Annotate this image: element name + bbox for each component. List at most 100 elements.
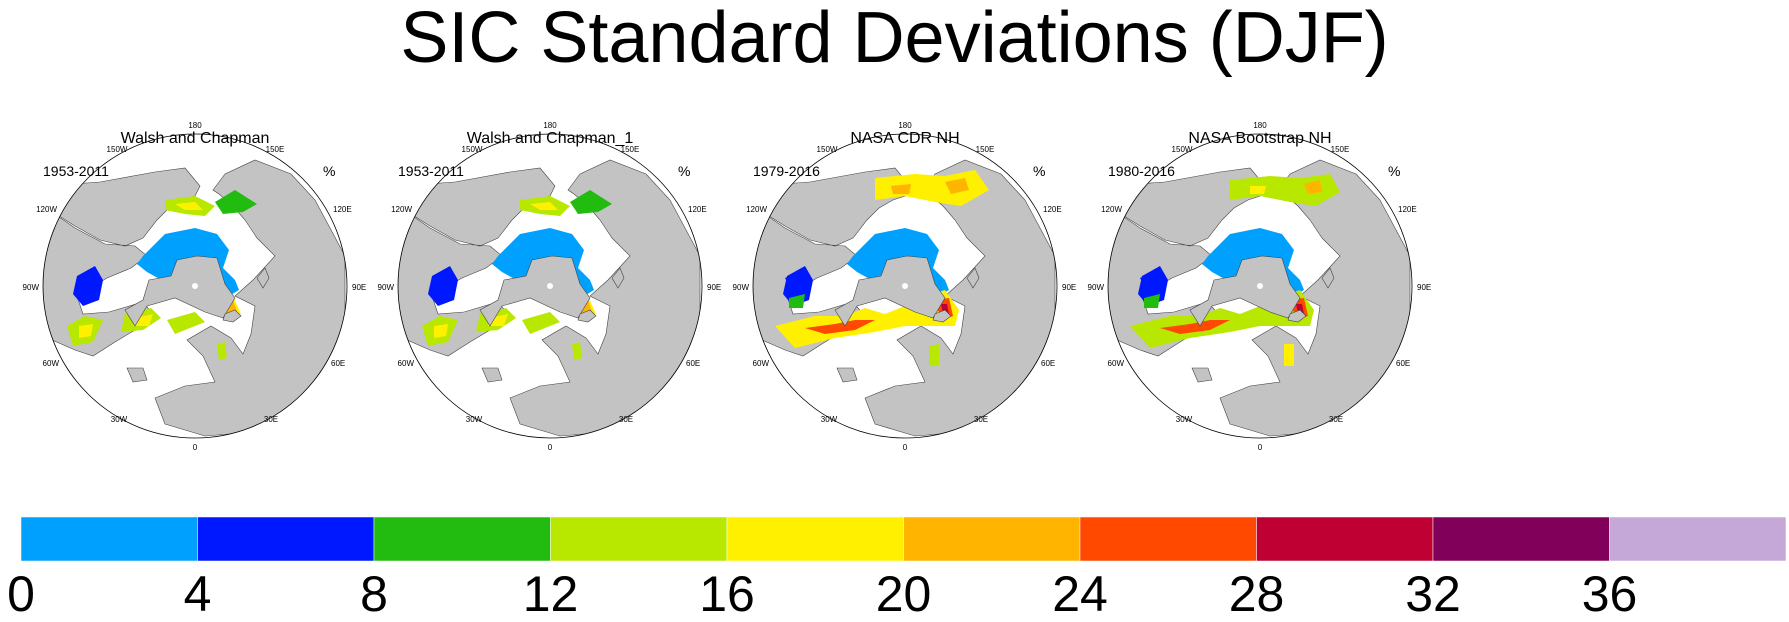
colorbar-box <box>197 516 375 562</box>
period-label: 1953-2011 <box>43 163 109 179</box>
land <box>43 167 201 357</box>
land <box>154 159 346 437</box>
longitude-label: 30E <box>264 415 278 424</box>
period-label: 1979-2016 <box>753 163 820 179</box>
longitude-label: 120W <box>36 205 57 214</box>
land <box>222 309 242 323</box>
land <box>1321 267 1335 289</box>
land <box>834 255 946 327</box>
longitude-label: 30E <box>974 415 988 424</box>
map-panel: NASA CDR NH 1979-2016 % 180 150W 150E 120W 120E… <box>733 121 1077 452</box>
land <box>398 167 556 357</box>
land <box>1287 309 1307 323</box>
sic-anomaly <box>79 324 93 338</box>
map-features <box>43 159 346 437</box>
land <box>509 159 701 437</box>
map-panel: NASA Bootstrap NH 1980-2016 % 180 150W 150E 12… <box>1088 121 1432 452</box>
colorbar-tick-label: 32 <box>1405 566 1461 622</box>
sic-anomaly <box>434 324 448 338</box>
maps-canvas: Walsh and Chapman 1953-2011 % 180 150W 150E 12… <box>23 121 1432 452</box>
longitude-label: 0 <box>903 443 908 452</box>
colorbar-tick-label: 16 <box>699 566 755 622</box>
longitude-label: 150W <box>462 145 483 154</box>
colorbar-box <box>1256 516 1434 562</box>
longitude-label: 30E <box>619 415 633 424</box>
longitude-label: 0 <box>1258 443 1263 452</box>
sic-anomaly <box>530 202 558 210</box>
map-panel: Walsh and Chapman 1953-2011 % 180 150W 150E 12… <box>23 121 367 452</box>
colorbar-box <box>726 516 904 562</box>
longitude-label: 60E <box>331 359 345 368</box>
pole-hole <box>902 283 908 289</box>
sic-anomaly <box>805 320 875 334</box>
sic-anomaly <box>1284 344 1294 366</box>
longitude-label: 120E <box>1398 205 1417 214</box>
pole-hole <box>547 283 553 289</box>
pole-hole <box>1257 283 1263 289</box>
map-border <box>1107 133 1413 439</box>
longitude-label: 180 <box>188 121 202 130</box>
longitude-label: 180 <box>898 121 912 130</box>
colorbar-tick-label: 36 <box>1581 566 1638 622</box>
unit-label: % <box>1033 163 1045 179</box>
longitude-label: 30E <box>1329 415 1343 424</box>
sic-anomaly <box>1144 294 1160 308</box>
longitude-label: 90W <box>1088 283 1105 292</box>
longitude-label: 90W <box>23 283 40 292</box>
sic-anomaly <box>945 178 969 194</box>
longitude-label: 90E <box>352 283 366 292</box>
unit-label: % <box>1388 163 1400 179</box>
sic-anomaly <box>891 184 911 194</box>
longitude-label: 0 <box>193 443 198 452</box>
land <box>577 309 597 323</box>
land <box>753 167 911 357</box>
colorbar-tick-label: 20 <box>875 566 932 622</box>
map-features <box>1108 159 1411 437</box>
longitude-label: 30W <box>821 415 838 424</box>
sic-anomaly <box>175 202 203 210</box>
longitude-label: 30W <box>111 415 128 424</box>
map-border <box>42 133 348 439</box>
longitude-label: 120E <box>688 205 707 214</box>
sic-anomaly <box>572 342 582 360</box>
land <box>126 367 148 383</box>
land <box>1108 167 1266 357</box>
colorbar-tick-label: 28 <box>1228 566 1285 622</box>
longitude-label: 90E <box>1062 283 1076 292</box>
longitude-label: 150E <box>1331 145 1350 154</box>
panel-title: Walsh and Chapman_1 <box>467 130 634 147</box>
panel-title: Walsh and Chapman <box>121 130 270 147</box>
longitude-label: 90E <box>1417 283 1431 292</box>
longitude-label: 120E <box>333 205 352 214</box>
longitude-label: 60W <box>43 359 60 368</box>
longitude-label: 120W <box>746 205 767 214</box>
land <box>932 309 952 323</box>
colorbar-tick-label: 0 <box>7 566 35 622</box>
longitude-label: 150W <box>817 145 838 154</box>
sic-anomaly <box>1160 320 1230 334</box>
sic-anomaly <box>488 314 508 326</box>
land <box>836 367 858 383</box>
longitude-label: 60W <box>398 359 415 368</box>
land <box>1189 255 1301 327</box>
longitude-label: 60E <box>1396 359 1410 368</box>
sic-anomaly <box>522 312 560 334</box>
longitude-label: 180 <box>1253 121 1267 130</box>
land <box>1219 159 1411 437</box>
colorbar-box <box>1432 516 1610 562</box>
land <box>124 255 236 327</box>
longitude-label: 60E <box>1041 359 1055 368</box>
longitude-label: 120E <box>1043 205 1062 214</box>
land <box>481 367 503 383</box>
longitude-label: 60E <box>686 359 700 368</box>
colorbar-box <box>1609 516 1787 562</box>
panel-title: NASA Bootstrap NH <box>1188 130 1331 147</box>
map-features <box>398 159 701 437</box>
longitude-label: 90E <box>707 283 721 292</box>
colorbar-tick-label: 8 <box>360 566 388 622</box>
map-features <box>753 159 1056 437</box>
pole-hole <box>192 283 198 289</box>
longitude-label: 120W <box>1101 205 1122 214</box>
